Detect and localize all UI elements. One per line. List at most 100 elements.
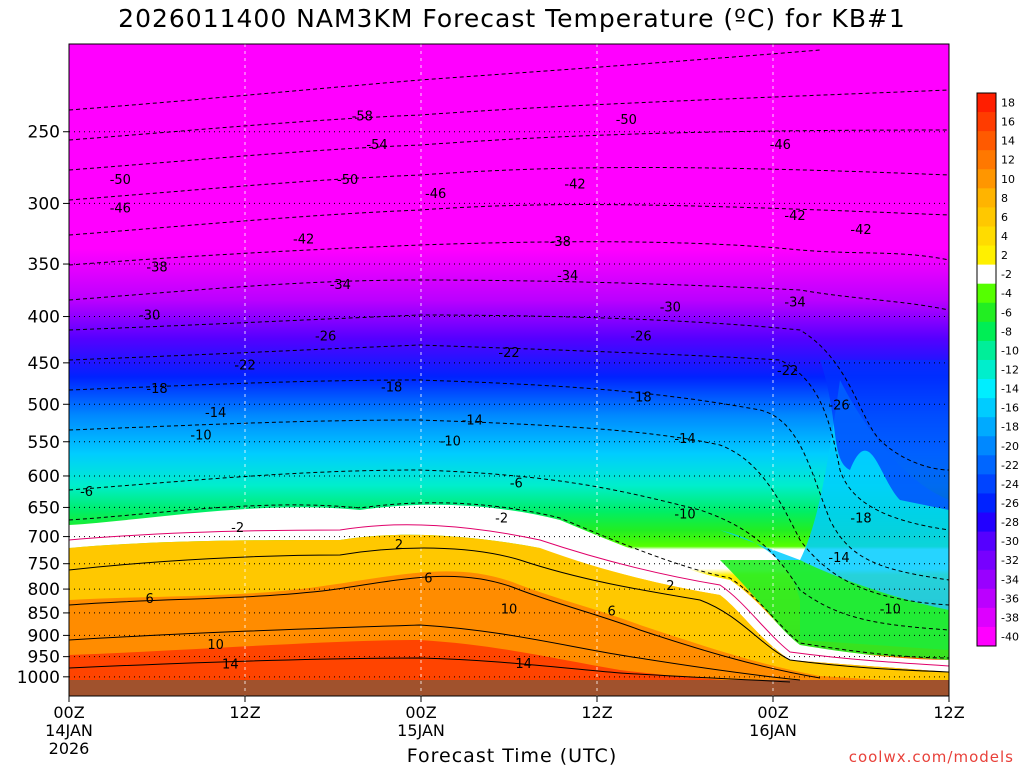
colorbar-label: 6 xyxy=(1001,211,1008,224)
x-tick-label: 12Z xyxy=(933,703,964,722)
contour-label: 10 xyxy=(501,602,518,617)
contour-label: 14 xyxy=(222,658,239,673)
x-axis-label: Forecast Time (UTC) xyxy=(406,745,618,767)
colorbar-label: -18 xyxy=(1001,421,1019,434)
colorbar-swatch xyxy=(977,436,996,456)
contour-label: -42 xyxy=(564,177,585,192)
contour-solid xyxy=(69,575,821,679)
contour-label: -58 xyxy=(352,110,373,125)
colorbar-swatch xyxy=(977,302,996,323)
contour-label: -10 xyxy=(880,602,901,617)
colorbar-swatch xyxy=(977,93,996,113)
x-tick-label: 00Z xyxy=(757,703,788,722)
colorbar-swatch xyxy=(977,474,996,494)
colorbar-swatch xyxy=(977,169,996,189)
contour-label: -10 xyxy=(190,429,211,444)
y-tick-label: 250 xyxy=(28,123,60,143)
colorbar-label: -38 xyxy=(1001,611,1019,624)
contour-label: -22 xyxy=(234,359,255,374)
colorbar-label: -40 xyxy=(1001,630,1019,643)
colorbar-label: 16 xyxy=(1001,116,1015,129)
x-tick-label: 00Z xyxy=(405,703,436,722)
y-tick-label: 700 xyxy=(28,528,60,548)
contour-label: 14 xyxy=(515,657,532,672)
contour-label: -14 xyxy=(828,551,849,566)
colorbar-swatch xyxy=(977,569,996,590)
contour-label: -26 xyxy=(315,330,336,345)
colorbar-label: 8 xyxy=(1001,192,1008,205)
contour-label: -46 xyxy=(770,138,791,153)
contour-label: -14 xyxy=(462,414,483,429)
contour-label: 6 xyxy=(146,592,154,607)
contour-label: -26 xyxy=(828,398,849,413)
colorbar-label: -24 xyxy=(1001,478,1019,491)
contour-label: -26 xyxy=(630,330,651,345)
contour-dashed xyxy=(69,49,821,111)
x-tick-label: 00Z xyxy=(53,703,84,722)
contour-label: -30 xyxy=(660,301,681,316)
colorbar-label: -10 xyxy=(1001,344,1019,357)
contour-dashed xyxy=(69,314,949,471)
colorbar-label: -30 xyxy=(1001,535,1019,548)
colorbar-frame xyxy=(976,92,997,647)
y-tick-label: 400 xyxy=(28,308,60,328)
contour-lines xyxy=(69,49,949,683)
colorbar-swatch xyxy=(977,150,996,170)
contour-label: -38 xyxy=(146,260,167,275)
contour-dashed xyxy=(69,167,949,201)
contour-label: 2 xyxy=(666,579,674,594)
y-tick-label: 900 xyxy=(28,626,60,646)
colorbar-swatch xyxy=(977,283,996,304)
colorbar-swatch xyxy=(977,607,996,628)
colorbar-label: 18 xyxy=(1001,97,1015,110)
colorbar-swatch xyxy=(977,112,996,132)
colorbar-label: -14 xyxy=(1001,383,1019,396)
contour-label: -10 xyxy=(440,434,461,449)
cold-air-intrusion xyxy=(720,380,949,650)
contour-label: -50 xyxy=(110,173,131,188)
colorbar-label: -2 xyxy=(1001,268,1012,281)
contour-label: -34 xyxy=(557,269,578,284)
colorbar-label: 10 xyxy=(1001,173,1015,186)
contour-label: -34 xyxy=(784,296,805,311)
contour-magenta-zero xyxy=(69,524,949,667)
colorbar-label: -12 xyxy=(1001,364,1019,377)
colorbar-label: -6 xyxy=(1001,306,1012,319)
contour-label: -50 xyxy=(337,173,358,188)
contour-label: -14 xyxy=(674,432,695,447)
colorbar-label: -22 xyxy=(1001,459,1019,472)
y-tick-label: 650 xyxy=(28,498,60,518)
contour-label: -18 xyxy=(630,390,651,405)
y-tick-label: 550 xyxy=(28,433,60,453)
colorbar-label: -36 xyxy=(1001,592,1019,605)
colorbar-swatch xyxy=(977,131,996,151)
site-watermark: coolwx.com/models xyxy=(848,748,1014,766)
contour-dashed xyxy=(69,344,949,531)
contour-label: -30 xyxy=(139,309,160,324)
colorbar-swatch xyxy=(977,588,996,609)
white-freezing-band xyxy=(69,504,949,672)
contour-dashed xyxy=(69,419,949,606)
colorbar-swatch xyxy=(977,398,996,418)
x-tick-date: 14JAN xyxy=(45,721,93,740)
contour-label: 6 xyxy=(608,605,616,620)
contour-label: -34 xyxy=(330,278,351,293)
contour-label: -18 xyxy=(381,381,402,396)
y-tick-label: 950 xyxy=(28,648,60,668)
colorbar-swatch xyxy=(977,207,996,227)
x-tick-date: 16JAN xyxy=(749,721,797,740)
contour-solid xyxy=(69,657,791,683)
contour-solid xyxy=(69,624,801,681)
contour-label: -22 xyxy=(498,346,519,361)
contour-label: -6 xyxy=(510,476,523,491)
contour-label: -22 xyxy=(777,364,798,379)
axes: 2503003504004505005506006507007508008509… xyxy=(17,123,965,758)
colorbar-swatch xyxy=(977,550,996,571)
contour-labels: -58 -54 -50 -50 -46 -50 -46 -42 -46 -42 -38 -42 -42 -… xyxy=(80,110,901,673)
grid-lines xyxy=(69,44,949,696)
colorbar-swatch xyxy=(977,264,996,285)
y-tick-label: 600 xyxy=(28,467,60,487)
colorbar-swatch xyxy=(977,512,996,533)
contour-label: -42 xyxy=(784,209,805,224)
